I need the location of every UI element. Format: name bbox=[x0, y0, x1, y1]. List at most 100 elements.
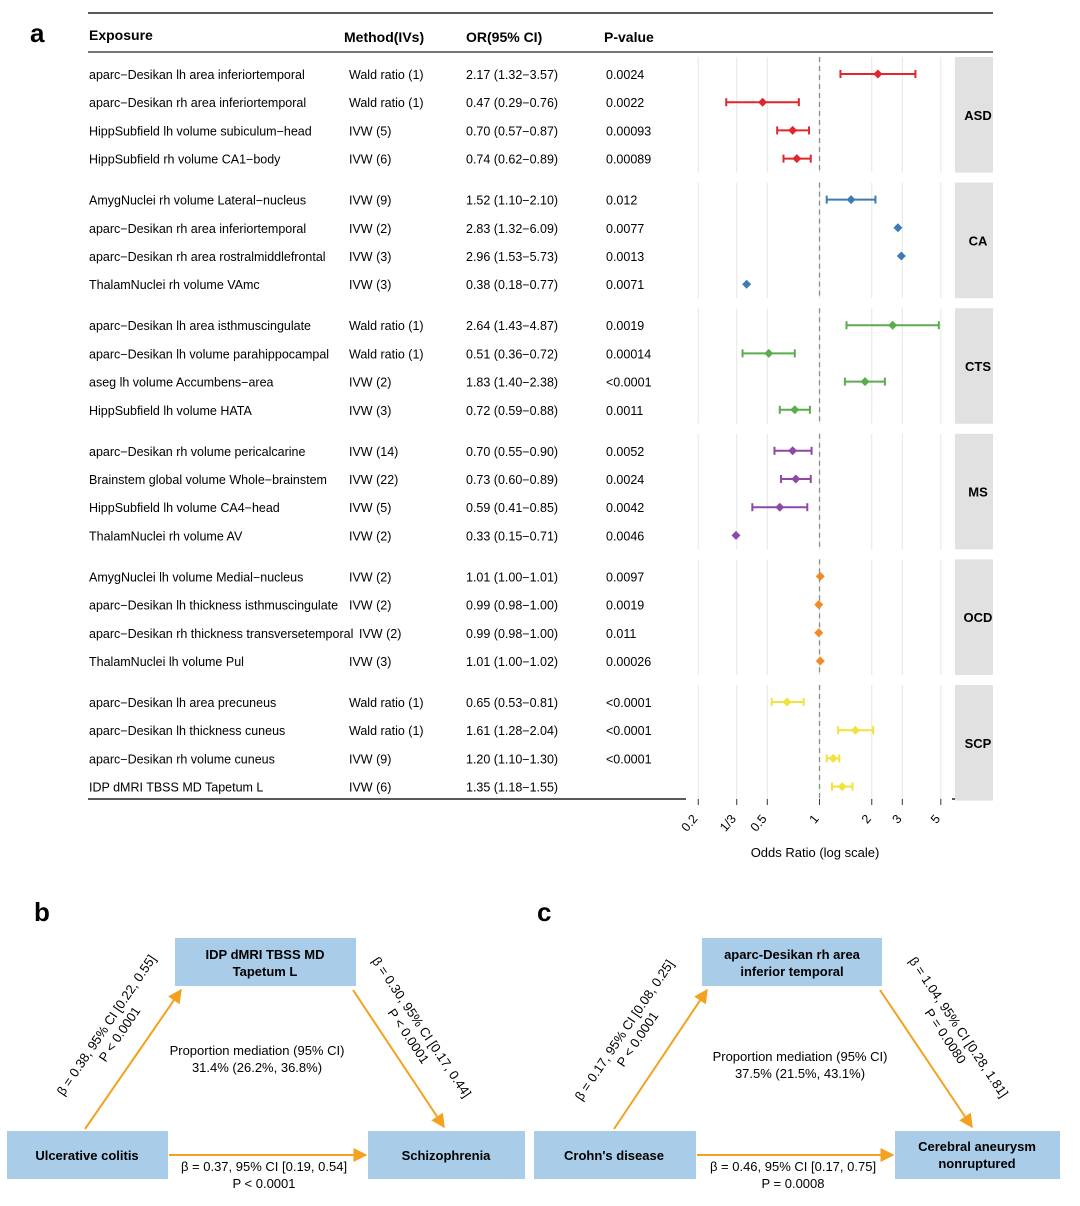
method-cell: Wald ratio (1) bbox=[349, 68, 424, 82]
exposure-label-b: Ulcerative colitis bbox=[35, 1148, 138, 1163]
or-cell: 0.99 (0.98−1.00) bbox=[466, 599, 558, 613]
strip-scp bbox=[955, 685, 993, 801]
method-cell: IVW (3) bbox=[349, 655, 391, 669]
panel-c-mediation-diagram: c aparc-Desikan rh area inferior tempora… bbox=[534, 897, 1060, 1191]
exposure-cell: AmygNuclei rh volume Lateral−nucleus bbox=[89, 194, 306, 208]
pvalue-cell: 0.0097 bbox=[606, 570, 644, 584]
mediator-line1-b: IDP dMRI TBSS MD bbox=[206, 947, 325, 962]
proportion-title-c: Proportion mediation (95% CI) bbox=[713, 1049, 888, 1064]
mediator-box-b bbox=[175, 938, 356, 986]
pvalue-cell: 0.0019 bbox=[606, 599, 644, 613]
or-cell: 1.83 (1.40−2.38) bbox=[466, 376, 558, 390]
outcome-label-b: Schizophrenia bbox=[402, 1148, 492, 1163]
method-cell: IVW (3) bbox=[349, 250, 391, 264]
point-estimate-marker bbox=[837, 782, 847, 792]
bottom-p-b: P < 0.0001 bbox=[232, 1176, 295, 1191]
strip-ca bbox=[955, 182, 993, 299]
method-cell: IVW (5) bbox=[349, 124, 391, 138]
or-cell: 0.47 (0.29−0.76) bbox=[466, 96, 558, 110]
proportion-title-b: Proportion mediation (95% CI) bbox=[170, 1043, 345, 1058]
point-estimate-marker bbox=[873, 69, 883, 79]
arrow-exposure-to-mediator-b bbox=[84, 988, 182, 1130]
pvalue-cell: <0.0001 bbox=[606, 696, 652, 710]
pvalue-cell: <0.0001 bbox=[606, 376, 652, 390]
pvalue-cell: 0.0077 bbox=[606, 222, 644, 236]
or-cell: 0.99 (0.98−1.00) bbox=[466, 627, 558, 641]
strip-ocd bbox=[955, 559, 993, 675]
pvalue-cell: 0.012 bbox=[606, 194, 637, 208]
strip-asd bbox=[955, 57, 993, 173]
exposure-cell: ThalamNuclei rh volume VAmc bbox=[89, 278, 260, 292]
mediator-line1-c: aparc-Desikan rh area bbox=[724, 947, 861, 962]
left-beta-b: β = 0.38, 95% CI [0.22, 0.55] bbox=[54, 952, 159, 1098]
pvalue-cell: <0.0001 bbox=[606, 752, 652, 766]
method-cell: IVW (2) bbox=[349, 570, 391, 584]
method-cell: IVW (2) bbox=[349, 529, 391, 543]
panel-a-forest-plot: a Exposure Method(IVs) OR(95% CI) P-valu… bbox=[30, 12, 993, 860]
point-estimate-marker bbox=[896, 251, 906, 261]
point-estimate-marker bbox=[792, 154, 802, 164]
point-estimate-marker bbox=[814, 600, 824, 610]
point-estimate-marker bbox=[828, 753, 838, 763]
method-cell: Wald ratio (1) bbox=[349, 319, 424, 333]
or-cell: 0.51 (0.36−0.72) bbox=[466, 347, 558, 361]
or-cell: 0.70 (0.55−0.90) bbox=[466, 445, 558, 459]
point-estimate-marker bbox=[742, 279, 752, 289]
pvalue-cell: 0.0013 bbox=[606, 250, 644, 264]
exposure-cell: IDP dMRI TBSS MD Tapetum L bbox=[89, 781, 263, 795]
proportion-value-b: 31.4% (26.2%, 36.8%) bbox=[192, 1060, 322, 1075]
method-cell: IVW (5) bbox=[349, 501, 391, 515]
method-cell: IVW (14) bbox=[349, 445, 398, 459]
pvalue-cell: 0.0024 bbox=[606, 473, 644, 487]
exposure-cell: aparc−Desikan lh area isthmuscingulate bbox=[89, 319, 311, 333]
or-cell: 1.52 (1.10−2.10) bbox=[466, 194, 558, 208]
strip-label: MS bbox=[968, 485, 988, 500]
exposure-cell: aparc−Desikan lh area precuneus bbox=[89, 696, 276, 710]
or-cell: 0.70 (0.57−0.87) bbox=[466, 124, 558, 138]
header-method: Method(IVs) bbox=[344, 29, 424, 45]
exposure-cell: ThalamNuclei lh volume Pul bbox=[89, 655, 244, 669]
pvalue-cell: 0.0022 bbox=[606, 96, 644, 110]
method-cell: IVW (6) bbox=[349, 781, 391, 795]
point-estimate-marker bbox=[888, 320, 898, 330]
x-axis-title: Odds Ratio (log scale) bbox=[751, 845, 880, 860]
or-cell: 0.74 (0.62−0.89) bbox=[466, 153, 558, 167]
mediator-line2-b: Tapetum L bbox=[233, 964, 298, 979]
bottom-beta-c: β = 0.46, 95% CI [0.17, 0.75] bbox=[710, 1159, 876, 1174]
method-cell: Wald ratio (1) bbox=[349, 696, 424, 710]
exposure-cell: HippSubfield rh volume CA1−body bbox=[89, 153, 281, 167]
point-estimate-marker bbox=[775, 502, 785, 512]
exposure-cell: aparc−Desikan lh volume parahippocampal bbox=[89, 347, 329, 361]
header-or: OR(95% CI) bbox=[466, 29, 542, 45]
exposure-cell: HippSubfield lh volume subiculum−head bbox=[89, 124, 312, 138]
or-cell: 0.65 (0.53−0.81) bbox=[466, 696, 558, 710]
pvalue-cell: 0.00093 bbox=[606, 124, 651, 138]
point-estimate-marker bbox=[893, 223, 903, 233]
exposure-cell: aparc−Desikan rh thickness transversetem… bbox=[89, 627, 353, 641]
point-estimate-marker bbox=[814, 628, 824, 638]
point-estimate-marker bbox=[731, 530, 741, 540]
point-estimate-marker bbox=[815, 656, 825, 666]
strip-ms bbox=[955, 433, 993, 550]
pvalue-cell: 0.0011 bbox=[606, 404, 643, 418]
strip-label: ASD bbox=[964, 108, 991, 123]
exposure-cell: aparc−Desikan rh volume cuneus bbox=[89, 752, 275, 766]
method-cell: IVW (2) bbox=[349, 599, 391, 613]
point-estimate-marker bbox=[815, 571, 825, 581]
method-cell: IVW (9) bbox=[349, 752, 391, 766]
mediator-line2-c: inferior temporal bbox=[740, 964, 843, 979]
strip-cts bbox=[955, 308, 993, 424]
or-cell: 1.35 (1.18−1.55) bbox=[466, 781, 558, 795]
exposure-cell: aparc−Desikan lh area inferiortemporal bbox=[89, 68, 305, 82]
x-tick-label: 2 bbox=[859, 812, 874, 826]
bottom-p-c: P = 0.0008 bbox=[761, 1176, 824, 1191]
pvalue-cell: 0.00014 bbox=[606, 347, 651, 361]
arrow-mediator-to-outcome-c bbox=[879, 989, 973, 1129]
forest-plot-area: ASD CA CTS MS OCD SCP bbox=[686, 57, 993, 801]
method-cell: IVW (9) bbox=[349, 194, 391, 208]
x-tick-label: 0.2 bbox=[679, 812, 701, 834]
bottom-beta-b: β = 0.37, 95% CI [0.19, 0.54] bbox=[181, 1159, 347, 1174]
header-pvalue: P-value bbox=[604, 29, 654, 45]
strip-label: CTS bbox=[965, 359, 991, 374]
